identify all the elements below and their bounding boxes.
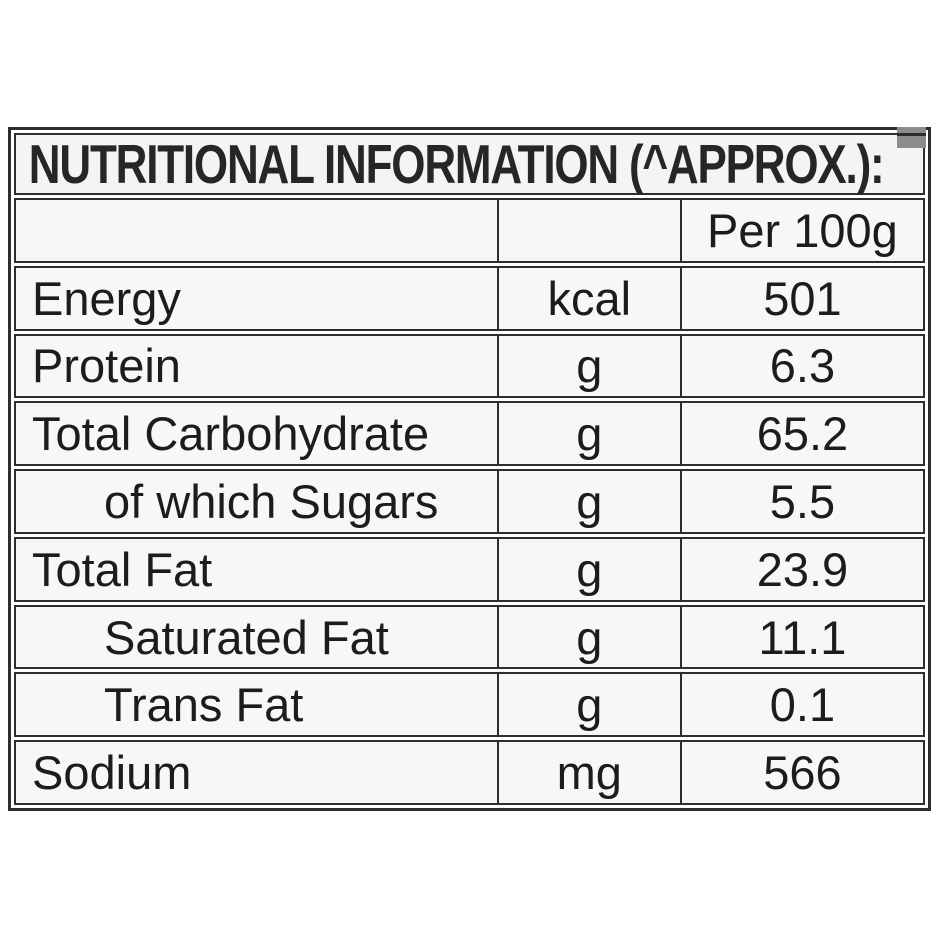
- nutrient-label: of which Sugars: [104, 475, 439, 529]
- nutrient-unit: g: [496, 606, 680, 668]
- nutrient-label: Trans Fat: [104, 678, 304, 732]
- nutrient-value: 11.1: [679, 606, 923, 668]
- table-row-energy: Energy kcal 501: [14, 265, 925, 331]
- nutrient-value: 5.5: [679, 471, 923, 532]
- nutrient-label: Saturated Fat: [104, 610, 389, 664]
- nutrient-value: 566: [679, 742, 923, 804]
- column-header-unit: [496, 200, 680, 261]
- column-header-per-100g: Per 100g: [679, 200, 923, 261]
- nutrient-label: Energy: [32, 271, 181, 325]
- column-header-label: [16, 200, 497, 261]
- table-row-total-fat: Total Fat g 23.9: [14, 536, 925, 602]
- nutrient-label: Total Carbohydrate: [32, 407, 430, 461]
- nutrient-unit: g: [496, 403, 680, 465]
- table-row-sugars: of which Sugars g 5.5: [14, 469, 925, 534]
- nutrient-unit: kcal: [496, 267, 680, 329]
- table-row-trans-fat: Trans Fat g 0.1: [14, 672, 925, 738]
- table-row-protein: Protein g 6.3: [14, 333, 925, 399]
- table-title: NUTRITIONAL INFORMATION (^APPROX.):: [28, 133, 885, 195]
- column-header-row: Per 100g: [14, 198, 925, 263]
- nutrient-value: 6.3: [679, 335, 923, 397]
- nutrient-label: Sodium: [32, 746, 192, 800]
- nutrient-value: 23.9: [679, 538, 923, 600]
- nutrition-table: NUTRITIONAL INFORMATION (^APPROX.): Per …: [8, 127, 931, 811]
- nutrient-unit: g: [496, 471, 680, 532]
- table-row-total-carbohydrate: Total Carbohydrate g 65.2: [14, 401, 925, 467]
- nutrient-unit: g: [496, 538, 680, 600]
- nutrient-value: 0.1: [679, 674, 923, 736]
- nutrient-unit: g: [496, 335, 680, 397]
- nutrient-label: Protein: [32, 339, 181, 393]
- corner-marker: [897, 127, 926, 148]
- table-row-saturated-fat: Saturated Fat g 11.1: [14, 604, 925, 670]
- nutrient-unit: g: [496, 674, 680, 736]
- nutrient-value: 65.2: [679, 403, 923, 465]
- table-title-row: NUTRITIONAL INFORMATION (^APPROX.):: [14, 127, 926, 195]
- nutrient-value: 501: [679, 267, 923, 329]
- nutrient-label: Total Fat: [32, 542, 213, 596]
- nutrient-unit: mg: [496, 742, 680, 804]
- table-row-sodium: Sodium mg 566: [14, 740, 925, 806]
